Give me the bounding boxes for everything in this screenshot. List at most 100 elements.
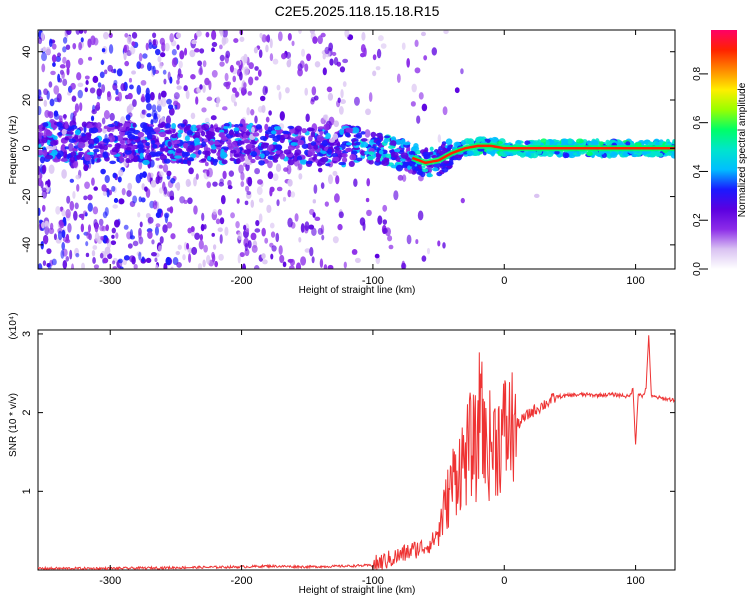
snr-frame	[37, 329, 676, 571]
spectral-noise-cell	[382, 204, 388, 212]
spectral-noise-cell	[103, 109, 110, 120]
spectral-noise-cell	[238, 164, 244, 174]
spectral-noise-cell	[174, 104, 178, 110]
spectral-noise-cell	[437, 240, 441, 247]
spectral-band-cell	[625, 141, 631, 146]
spectral-noise-cell	[219, 217, 225, 225]
spectral-noise-cell	[365, 108, 371, 116]
spectral-noise-cell	[164, 42, 170, 52]
spectral-noise-cell	[232, 75, 237, 83]
spectral-noise-cell	[92, 206, 99, 215]
spectral-band-cell	[123, 122, 132, 129]
spectral-noise-cell	[376, 48, 382, 59]
spectral-band-cell	[321, 139, 328, 147]
spectral-noise-cell	[332, 236, 339, 244]
spectral-noise-cell	[261, 105, 266, 114]
spectral-noise-cell	[123, 255, 130, 261]
spectral-noise-cell	[337, 97, 341, 104]
colorbar-gradient	[711, 30, 737, 269]
spectral-band-cell	[360, 150, 367, 156]
spectral-noise-cell	[80, 37, 84, 43]
spectral-noise-cell	[310, 96, 316, 102]
spectral-noise-cell	[162, 224, 168, 233]
spectral-band-cell	[187, 157, 194, 162]
spectral-noise-cell	[56, 52, 62, 58]
spectral-noise-cell	[73, 160, 79, 168]
spectral-noise-cell	[264, 237, 269, 244]
spectral-noise-cell	[99, 252, 104, 259]
spectral-noise-cell	[87, 202, 93, 212]
spectral-noise-cell	[199, 48, 205, 54]
spectral-noise-cell	[94, 232, 100, 242]
spectral-noise-cell	[197, 60, 203, 67]
spectral-noise-cell	[176, 85, 182, 90]
spectral-noise-cell	[317, 35, 323, 45]
spectral-noise-cell	[204, 161, 209, 167]
spectral-noise-cell	[169, 33, 174, 43]
spectral-band-cell	[87, 138, 95, 146]
spectral-noise-cell	[211, 232, 215, 237]
spectral-noise-cell	[85, 241, 89, 247]
spectral-noise-cell	[191, 39, 197, 45]
spectral-band-cell	[275, 144, 283, 151]
spectral-noise-cell	[76, 72, 82, 81]
y-tick-label: -40	[21, 237, 33, 253]
spectral-noise-cell	[74, 202, 79, 210]
spectral-noise-cell	[60, 249, 65, 259]
spectral-noise-cell	[113, 79, 118, 86]
spectral-noise-cell	[251, 244, 258, 253]
spectral-band-cell	[370, 131, 377, 138]
spectral-noise-cell	[217, 208, 223, 216]
spectral-band-cell	[207, 155, 212, 161]
spectral-noise-cell	[177, 244, 182, 250]
spectral-band-cell	[355, 141, 361, 146]
spectral-noise-cell	[43, 235, 48, 245]
spectrogram-y-label: Frequency (Hz)	[8, 116, 19, 185]
spectral-noise-cell	[233, 38, 239, 43]
spectral-band-cell	[301, 128, 307, 134]
spectral-noise-cell	[121, 188, 126, 196]
spectral-noise-cell	[124, 60, 130, 67]
spectral-noise-cell	[340, 99, 346, 105]
spectral-noise-cell	[269, 53, 274, 62]
spectral-noise-cell	[375, 66, 381, 71]
spectral-band-cell	[368, 147, 375, 153]
spectral-noise-cell	[387, 235, 393, 242]
y-tick-label: 2	[21, 410, 33, 416]
spectral-noise-cell	[158, 164, 164, 169]
y-tick-label: 1	[21, 488, 33, 494]
spectral-band-cell	[408, 151, 414, 155]
spectral-band-cell	[516, 151, 524, 157]
spectral-noise-cell	[189, 49, 196, 58]
spectral-noise-cell	[218, 44, 223, 50]
spectral-noise-cell	[214, 260, 219, 268]
spectral-noise-cell	[319, 258, 324, 268]
spectral-noise-cell	[45, 46, 51, 55]
spectral-noise-cell	[105, 224, 109, 232]
spectral-noise-cell	[102, 31, 109, 40]
spectral-band-cell	[80, 135, 89, 143]
spectral-noise-cell	[173, 100, 179, 107]
spectral-noise-cell	[219, 54, 225, 62]
spectral-band-cell	[249, 141, 258, 145]
spectral-noise-cell	[258, 197, 264, 203]
spectral-noise-cell	[211, 41, 218, 48]
spectral-noise-cell	[188, 167, 194, 175]
spectral-band-cell	[125, 157, 131, 164]
spectral-noise-cell	[304, 63, 309, 72]
spectral-noise-cell	[174, 183, 180, 189]
spectral-band-cell	[158, 144, 165, 148]
spectral-noise-cell	[158, 61, 163, 69]
spectral-noise-cell	[129, 84, 134, 90]
spectral-noise-cell	[117, 258, 123, 264]
spectral-band-cell	[247, 143, 253, 147]
spectral-band-cell	[164, 129, 172, 134]
spectral-band-cell	[143, 126, 152, 131]
spectral-band-cell	[348, 160, 355, 167]
spectral-noise-cell	[269, 186, 275, 193]
spectral-band-cell	[74, 129, 81, 136]
spectral-band-cell	[426, 172, 432, 178]
spectral-noise-cell	[388, 244, 394, 250]
spectral-noise-cell	[48, 227, 55, 235]
spectral-noise-cell	[41, 190, 48, 199]
